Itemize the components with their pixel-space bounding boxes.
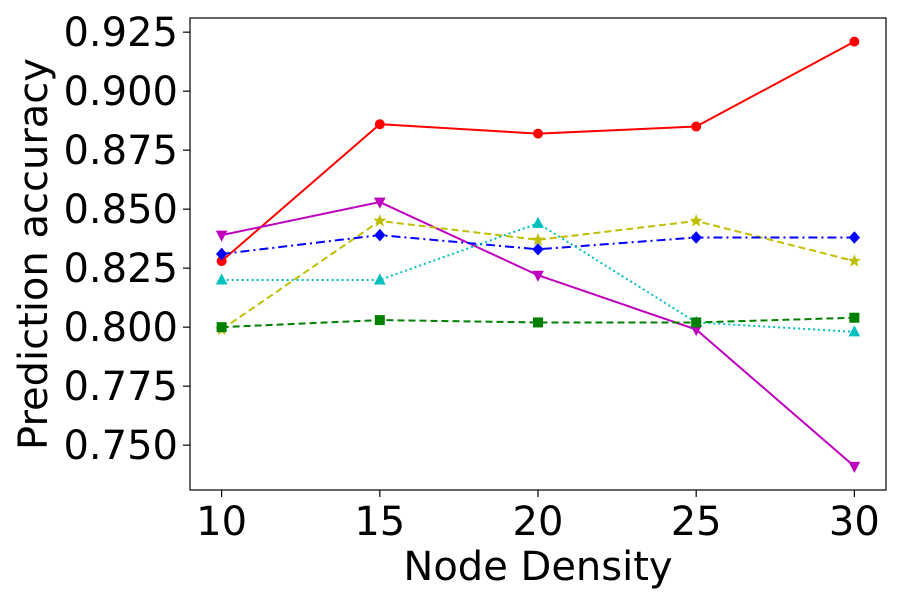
series-cyan-point [532,216,544,228]
series-yellow-point [689,214,703,227]
x-axis-title: Node Density [403,544,672,590]
series-blue [215,228,861,261]
x-tick-label: 25 [671,499,722,545]
series-green-point [691,317,702,328]
x-tick-label: 15 [354,499,405,545]
series-layer [215,36,861,473]
series-red [216,36,860,267]
y-tick-label: 0.750 [63,423,178,469]
series-yellow-point [531,232,545,246]
series-blue-point [374,228,386,242]
y-tick-label: 0.800 [63,305,178,351]
series-green-point [216,322,227,333]
series-cyan-point [215,273,228,285]
series-green-point [533,317,543,328]
y-tick-label: 0.925 [63,10,178,56]
y-tick-label: 0.850 [63,187,178,233]
series-blue-point [848,231,861,244]
series-green-line [221,316,855,329]
series-magenta-point [215,230,228,242]
series-red-point [374,119,385,130]
y-tick-label: 0.775 [63,364,178,410]
series-green [216,312,860,333]
series-red-point [849,36,860,47]
y-tick-label: 0.900 [63,69,178,115]
series-cyan-point [373,273,386,285]
series-red-point [533,128,543,139]
series-yellow-line [221,219,855,331]
x-tick-label: 30 [829,499,880,545]
y-tick-label: 0.825 [63,246,178,292]
series-yellow-point [373,214,387,227]
series-magenta-point [848,461,861,473]
x-tick-label: 10 [196,499,247,545]
series-magenta-point [373,197,386,209]
series-blue-point [215,247,228,261]
series-blue-point [532,243,544,256]
series-cyan-point [848,325,861,337]
series-magenta [215,197,861,473]
series-red-point [691,121,702,132]
y-axis: 0.750 0.775 0.800 0.825 0.850 0.875 0.900 0.925 [63,10,190,469]
x-tick-label: 20 [513,499,564,545]
y-axis-title: Prediction accuracy [11,58,57,450]
series-green-point [849,312,860,323]
y-tick-label: 0.875 [63,128,178,174]
series-yellow-point [847,254,861,267]
series-magenta-point [532,270,544,282]
series-green-point [374,315,385,326]
series-blue-point [690,231,702,244]
x-axis: 10 15 20 25 30 [196,490,880,545]
